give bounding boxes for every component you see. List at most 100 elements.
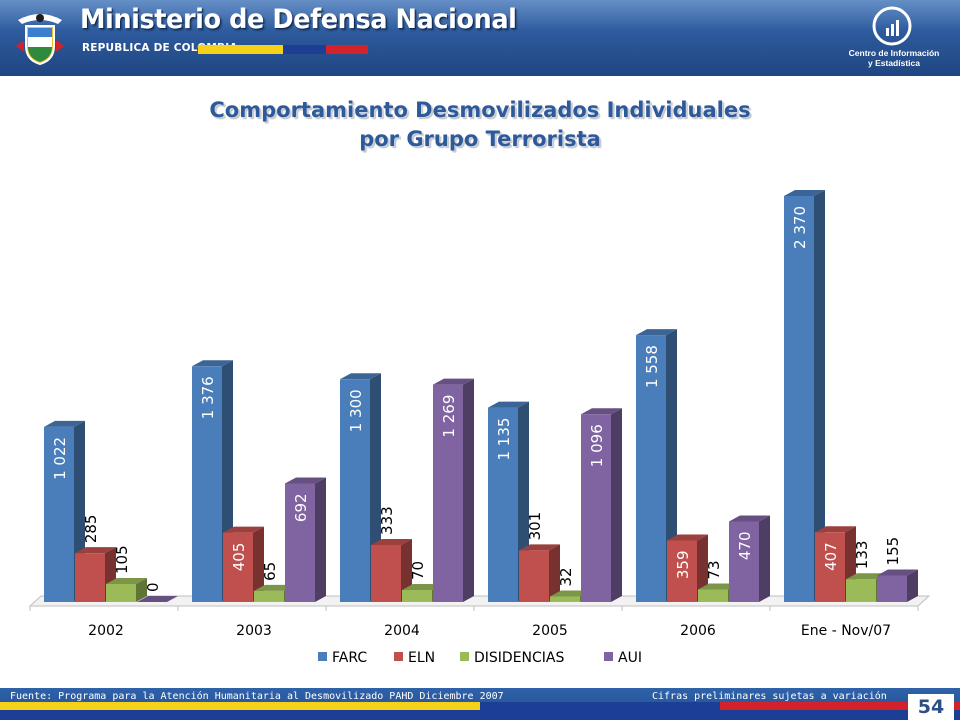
bar-top-face bbox=[550, 590, 591, 597]
info-center-line2: y Estadística bbox=[868, 58, 920, 68]
bar-front-face bbox=[581, 414, 611, 602]
x-tick-label-4: 2006 bbox=[680, 623, 716, 639]
bar-top-face bbox=[285, 477, 326, 484]
chart-title-line1: Comportamiento Desmovilizados Individual… bbox=[209, 98, 751, 122]
data-label-farc-0: 1 022 bbox=[51, 437, 69, 480]
data-label-aui-2: 1 269 bbox=[440, 395, 458, 438]
bar-aui-1: 692 bbox=[285, 477, 326, 602]
legend-item-eln: ELN bbox=[394, 650, 435, 666]
data-label-eln-0: 285 bbox=[82, 515, 100, 544]
data-label-disidencias-4: 73 bbox=[705, 560, 723, 579]
info-center-label: Centro de Información y Estadística bbox=[838, 48, 950, 68]
chart-bars: 1 022 285 105 0 1 376 405 65 692 1 300 333 70 1 269… bbox=[44, 190, 918, 602]
legend-label-farc: FARC bbox=[332, 650, 367, 666]
bar-top-face bbox=[137, 596, 178, 602]
bar-side-face bbox=[666, 329, 677, 602]
bar-farc-4: 1 558 bbox=[636, 329, 677, 602]
chart-title-line2: por Grupo Terrorista bbox=[359, 127, 601, 151]
data-label-eln-5: 407 bbox=[822, 542, 840, 571]
bar-aui-3: 1 096 bbox=[581, 408, 622, 602]
bar-top-face bbox=[340, 373, 381, 380]
bar-top-face bbox=[402, 584, 443, 591]
bar-chart: 1 022 285 105 0 1 376 405 65 692 1 300 333 70 1 269… bbox=[28, 190, 931, 666]
data-label-eln-3: 301 bbox=[526, 512, 544, 541]
bar-disidencias-0: 105 bbox=[106, 545, 147, 602]
bar-front-face bbox=[254, 590, 284, 602]
data-label-eln-1: 405 bbox=[230, 543, 248, 572]
bar-top-face bbox=[488, 401, 529, 408]
bar-top-face bbox=[667, 534, 708, 541]
bar-side-face bbox=[549, 544, 560, 602]
bar-front-face bbox=[402, 590, 432, 602]
legend-swatch-farc bbox=[318, 652, 327, 661]
bar-side-face bbox=[697, 534, 708, 602]
bar-front-face bbox=[223, 532, 253, 602]
bar-top-face bbox=[877, 569, 918, 576]
data-label-disidencias-5: 133 bbox=[853, 541, 871, 570]
legend-swatch-aui bbox=[604, 652, 613, 661]
bar-top-face bbox=[223, 526, 264, 533]
bar-side-face bbox=[907, 569, 918, 602]
bar-front-face bbox=[846, 579, 876, 602]
bar-side-face bbox=[759, 515, 770, 602]
bar-top-face bbox=[784, 190, 825, 196]
data-label-aui-1: 692 bbox=[292, 493, 310, 522]
bar-top-face bbox=[846, 573, 887, 580]
data-label-aui-0: 0 bbox=[144, 582, 162, 592]
x-tick-label-1: 2003 bbox=[236, 623, 272, 639]
bar-aui-0: 0 bbox=[137, 582, 178, 602]
bar-farc-2: 1 300 bbox=[340, 373, 381, 602]
footer-bottom-band bbox=[0, 710, 960, 720]
bar-front-face bbox=[192, 366, 222, 602]
bar-aui-5: 155 bbox=[877, 537, 918, 602]
bar-side-face bbox=[136, 578, 147, 602]
bar-eln-1: 405 bbox=[223, 526, 264, 602]
bar-front-face bbox=[815, 532, 845, 602]
bar-front-face bbox=[433, 384, 463, 602]
bar-front-face bbox=[519, 550, 549, 602]
flag-stripe bbox=[198, 45, 368, 54]
bar-top-face bbox=[433, 378, 474, 385]
data-label-farc-5: 2 370 bbox=[791, 206, 809, 249]
bar-front-face bbox=[667, 540, 697, 602]
bar-front-face bbox=[75, 553, 105, 602]
data-label-disidencias-0: 105 bbox=[113, 545, 131, 574]
bar-front-face bbox=[488, 407, 518, 602]
data-label-aui-3: 1 096 bbox=[588, 424, 606, 467]
bar-front-face bbox=[698, 589, 728, 602]
legend-item-disidencias: DISIDENCIAS bbox=[460, 650, 565, 666]
x-axis-labels: 2002 2003 2004 2005 2006 Ene - Nov/07 bbox=[88, 623, 891, 639]
bar-aui-2: 1 269 bbox=[433, 378, 474, 602]
bar-aui-4: 470 bbox=[729, 515, 770, 602]
data-label-aui-5: 155 bbox=[884, 537, 902, 566]
bar-eln-4: 359 bbox=[667, 534, 708, 602]
source-note: Fuente: Programa para la Atención Humani… bbox=[10, 691, 504, 702]
ministry-title: Ministerio de Defensa Nacional bbox=[80, 4, 517, 35]
chart-legend: FARC ELN DISIDENCIAS AUI bbox=[318, 650, 642, 666]
legend-item-aui: AUI bbox=[604, 650, 642, 666]
bar-front-face bbox=[729, 521, 759, 602]
bar-side-face bbox=[611, 408, 622, 602]
bar-top-face bbox=[815, 526, 856, 533]
bar-top-face bbox=[106, 578, 147, 585]
bar-eln-2: 333 bbox=[371, 506, 412, 602]
data-label-eln-2: 333 bbox=[378, 506, 396, 535]
bar-front-face bbox=[877, 575, 907, 602]
data-label-farc-4: 1 558 bbox=[643, 345, 661, 388]
bar-side-face bbox=[315, 477, 326, 602]
preliminary-note: Cifras preliminares sujetas a variación bbox=[652, 691, 887, 702]
legend-label-disidencias: DISIDENCIAS bbox=[474, 650, 565, 666]
data-label-eln-4: 359 bbox=[674, 551, 692, 580]
legend-item-farc: FARC bbox=[318, 650, 367, 666]
header-banner: Ministerio de Defensa Nacional REPUBLICA… bbox=[0, 0, 960, 76]
bar-front-face bbox=[784, 196, 814, 602]
bar-disidencias-1: 65 bbox=[254, 562, 295, 602]
bar-top-face bbox=[192, 360, 233, 367]
x-tick-label-5: Ene - Nov/07 bbox=[801, 623, 891, 639]
bar-side-face bbox=[814, 190, 825, 602]
bar-farc-5: 2 370 bbox=[784, 190, 825, 602]
bar-top-face bbox=[75, 547, 116, 554]
data-label-farc-3: 1 135 bbox=[495, 418, 513, 461]
legend-swatch-disidencias bbox=[460, 652, 469, 661]
info-center-logo-icon bbox=[872, 6, 912, 46]
